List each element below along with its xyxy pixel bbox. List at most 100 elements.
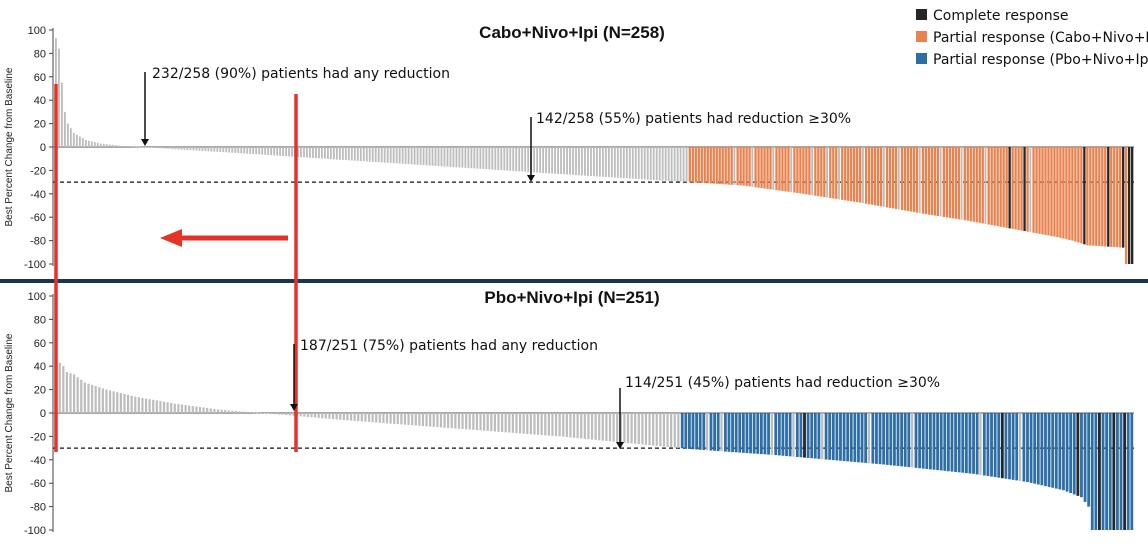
bar <box>709 413 713 451</box>
bar <box>846 413 850 462</box>
bar <box>1015 413 1019 481</box>
bar <box>1131 147 1134 264</box>
bar <box>969 147 972 222</box>
bar <box>509 147 512 171</box>
bar <box>386 147 389 163</box>
bar <box>774 413 778 456</box>
bar <box>1038 147 1041 234</box>
bar <box>238 411 241 413</box>
bar <box>721 147 724 185</box>
bar <box>162 401 166 413</box>
bar <box>332 147 335 160</box>
bar <box>795 413 799 457</box>
bar <box>964 413 968 474</box>
bar <box>942 147 946 217</box>
bar <box>604 147 607 177</box>
bar <box>69 373 72 413</box>
bar <box>966 147 969 221</box>
bar <box>434 147 437 166</box>
bar <box>1116 147 1119 248</box>
bar <box>565 413 568 438</box>
bar <box>198 147 201 151</box>
bar <box>551 413 554 436</box>
bar <box>273 147 276 156</box>
bar <box>572 147 574 175</box>
bar <box>820 147 823 197</box>
bar <box>206 408 209 413</box>
bar <box>619 413 622 443</box>
bar <box>706 147 709 184</box>
bar <box>673 147 676 182</box>
y-tick-label: 20 <box>34 385 46 397</box>
bar <box>242 411 245 413</box>
bar <box>911 413 914 468</box>
bar <box>1108 413 1112 530</box>
bar <box>419 147 422 165</box>
bar <box>587 413 590 440</box>
y-tick-label: -80 <box>30 502 46 514</box>
bar <box>723 413 727 452</box>
y-tick-label: -100 <box>24 525 46 537</box>
bar <box>862 147 864 204</box>
bar <box>853 413 857 462</box>
bar <box>299 413 302 417</box>
bar <box>306 147 308 158</box>
bar <box>129 146 132 147</box>
bar <box>666 413 669 447</box>
bar <box>842 413 846 462</box>
bar <box>120 145 123 147</box>
bar <box>324 147 326 159</box>
bar <box>745 413 749 454</box>
bar <box>950 413 954 472</box>
bar <box>688 147 691 183</box>
y-tick-label: 20 <box>34 119 46 131</box>
bar <box>742 147 745 186</box>
bar <box>162 147 165 149</box>
bar <box>859 147 862 203</box>
bar <box>824 413 828 460</box>
bar <box>353 413 356 421</box>
bar <box>267 147 270 155</box>
bar <box>900 413 904 467</box>
bar <box>799 413 803 458</box>
bar <box>1092 147 1095 246</box>
bar <box>281 413 284 415</box>
chart-title: Cabo+Nivo+Ipi (N=258) <box>479 23 665 42</box>
bar <box>1098 147 1101 247</box>
bar <box>659 413 662 447</box>
bar <box>993 147 996 226</box>
bar <box>539 147 542 173</box>
bar <box>763 413 767 455</box>
bar <box>213 409 216 413</box>
bar <box>979 413 982 475</box>
bar <box>279 147 282 156</box>
bar <box>303 413 306 417</box>
y-tick-label: -60 <box>30 478 46 490</box>
bar <box>300 147 302 158</box>
bar <box>1080 413 1083 498</box>
bar <box>1004 413 1008 479</box>
bar <box>608 413 612 442</box>
bar <box>222 147 225 153</box>
bar <box>1074 147 1077 242</box>
bar <box>702 413 706 451</box>
bar <box>646 147 649 180</box>
bar <box>972 147 975 222</box>
bar <box>126 394 130 413</box>
bar <box>871 413 875 464</box>
bar <box>664 147 667 181</box>
bar <box>569 413 572 438</box>
bar <box>1062 413 1065 491</box>
bar <box>790 147 793 193</box>
bar <box>781 147 784 191</box>
bar <box>220 409 223 413</box>
bar <box>697 147 700 183</box>
bar <box>738 413 742 453</box>
bar <box>954 413 957 472</box>
annotation-reduction-30: 114/251 (45%) patients had reduction ≥30… <box>625 375 940 391</box>
y-tick-label: 100 <box>28 25 46 37</box>
bar <box>760 147 763 189</box>
bar <box>515 413 518 434</box>
y-tick-label: 0 <box>40 408 46 420</box>
legend: Complete response Partial response (Cabo… <box>916 8 1148 68</box>
